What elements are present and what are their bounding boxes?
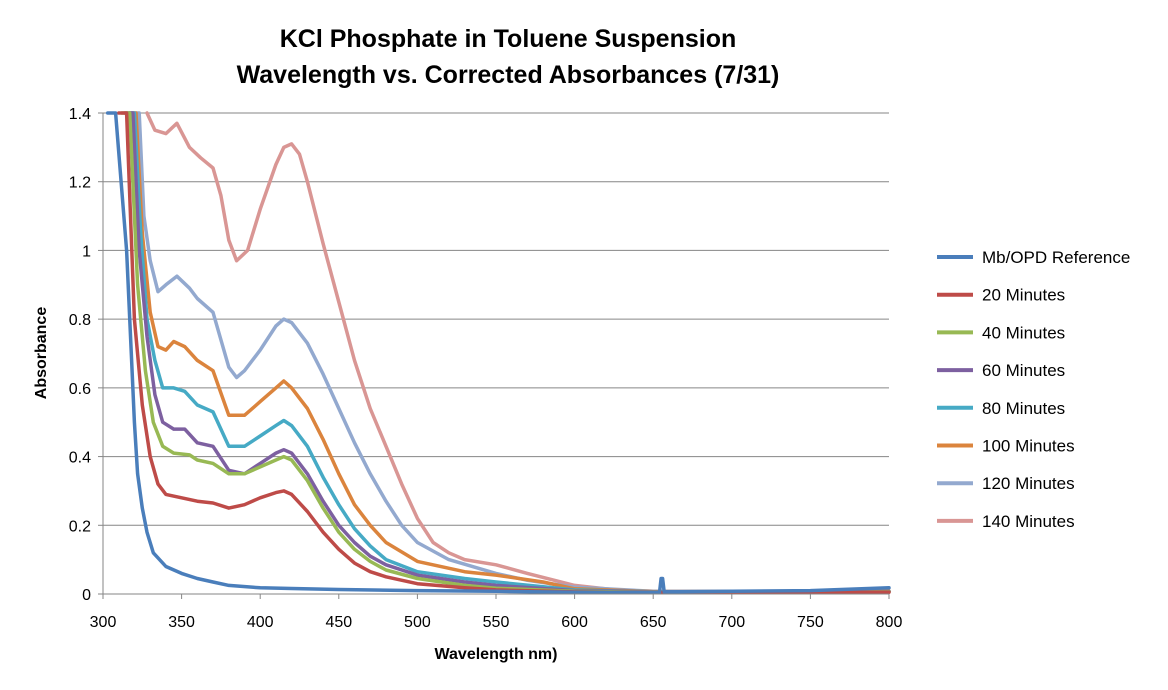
y-tick-label: 1 [82, 243, 91, 260]
x-tick-label: 800 [876, 614, 903, 631]
legend: Mb/OPD Reference 20 Minutes 40 Minutes 60 M… [937, 248, 1130, 531]
series-line-80-minutes [126, 111, 891, 594]
series-line-20-minutes [116, 111, 891, 595]
x-tick-label: 750 [797, 614, 824, 631]
legend-entry: 80 Minutes [982, 399, 1065, 418]
legend-entry: 120 Minutes [982, 474, 1075, 493]
x-tick-label: 600 [561, 614, 588, 631]
chart-title: KCl Phosphate in Toluene Suspension [280, 25, 737, 53]
legend-entry: 60 Minutes [982, 361, 1065, 380]
x-tick-label: 500 [404, 614, 431, 631]
series-line-mb-opd-reference [105, 111, 891, 595]
x-tick-label: 450 [325, 614, 352, 631]
x-tick-label: 300 [90, 614, 117, 631]
legend-entry: 100 Minutes [982, 437, 1075, 456]
y-tick-label: 1.4 [69, 106, 91, 123]
y-tick-label: 0 [82, 587, 91, 604]
legend-entry: 20 Minutes [982, 286, 1065, 305]
y-tick-label: 0.2 [69, 518, 91, 535]
series-line-40-minutes [120, 111, 891, 595]
y-tick-label: 0.6 [69, 381, 91, 398]
x-tick-label: 550 [483, 614, 510, 631]
y-tick-label: 0.4 [69, 450, 91, 467]
y-axis-label: Absorbance [33, 307, 50, 400]
series-line-100-minutes [127, 111, 891, 594]
grid-lines [103, 112, 889, 526]
x-tick-label: 400 [247, 614, 274, 631]
plot-area [105, 111, 891, 595]
legend-entry: 140 Minutes [982, 512, 1075, 531]
x-axis-label: Wavelength nm) [435, 646, 558, 663]
series-line-140-minutes [145, 111, 891, 594]
y-tick-label: 1.2 [69, 175, 91, 192]
chart-subtitle: Wavelength vs. Corrected Absorbances (7/… [237, 61, 780, 89]
x-axis-ticks: 300 350 400 450 500 550 600 650 700 750 800 [90, 594, 903, 631]
legend-entry: 40 Minutes [982, 323, 1065, 342]
y-axis-ticks: 0 0.2 0.4 0.6 0.8 1 1.2 1.4 [69, 106, 103, 604]
x-tick-label: 650 [640, 614, 667, 631]
y-tick-label: 0.8 [69, 312, 91, 329]
series-line-120-minutes [131, 111, 891, 594]
legend-entry: Mb/OPD Reference [982, 248, 1130, 267]
x-tick-label: 350 [168, 614, 195, 631]
series-line-60-minutes [123, 111, 891, 594]
x-tick-label: 700 [718, 614, 745, 631]
axes [102, 113, 889, 595]
